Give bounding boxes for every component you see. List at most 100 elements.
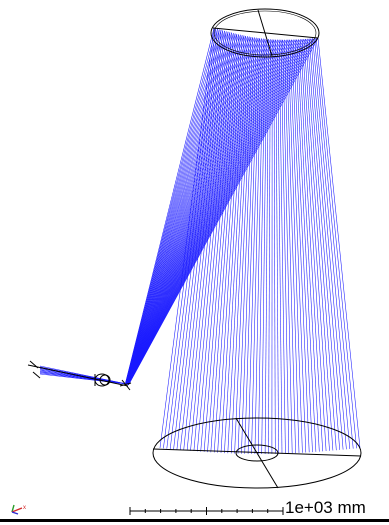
ray (127, 38, 310, 385)
ray (280, 39, 290, 454)
ray (127, 39, 283, 385)
bottom-rule (0, 519, 389, 522)
ray (127, 39, 282, 385)
ray (207, 34, 239, 453)
ray (126, 38, 259, 384)
ray (127, 39, 292, 385)
ray (244, 38, 259, 454)
ray (251, 38, 262, 454)
ray (125, 33, 236, 384)
ray (126, 38, 264, 385)
ray (293, 39, 313, 453)
ray (127, 39, 278, 385)
ray (314, 38, 354, 449)
ray (237, 37, 255, 454)
ray (126, 35, 245, 384)
ray (125, 33, 238, 384)
ray (126, 39, 269, 385)
ray (125, 30, 225, 384)
ray (200, 33, 236, 452)
relay-optics (27, 360, 132, 391)
ray (305, 38, 337, 451)
ray (126, 34, 241, 384)
svg-text:x: x (23, 505, 26, 511)
ray (126, 37, 254, 384)
ray (301, 39, 330, 451)
ray (126, 39, 271, 385)
ray (126, 38, 261, 384)
ray (286, 39, 300, 453)
ray (310, 38, 347, 450)
ray (126, 36, 252, 384)
ray (125, 27, 215, 384)
ray (128, 38, 313, 386)
ray (289, 39, 307, 453)
ray (303, 39, 334, 451)
ray (127, 39, 299, 385)
ray (127, 39, 285, 385)
ray (125, 28, 217, 384)
ray (128, 37, 317, 386)
bottom-base (152, 417, 362, 489)
ray (125, 31, 229, 384)
ray (125, 28, 218, 384)
ray (284, 39, 296, 454)
ray (126, 37, 255, 384)
ray (193, 32, 232, 452)
scale-bar-label: 1e+03 mm (285, 498, 366, 517)
ray (224, 36, 248, 454)
ray (125, 34, 239, 384)
top-mirror (210, 8, 320, 58)
ray (190, 32, 231, 451)
ray (300, 39, 327, 452)
ray (125, 29, 222, 384)
scale-bar (129, 507, 284, 515)
ray (264, 39, 269, 455)
ray (315, 38, 357, 449)
ray (210, 34, 241, 453)
ray (312, 38, 351, 450)
ray (258, 38, 266, 455)
ray (126, 39, 273, 385)
ray (217, 35, 245, 453)
ray (294, 39, 317, 452)
ray (296, 39, 320, 452)
ray (317, 37, 361, 449)
ray (126, 36, 250, 384)
ray (125, 32, 232, 384)
ray (127, 39, 294, 385)
ray (127, 38, 305, 385)
ray (307, 38, 340, 450)
ray (127, 39, 296, 385)
ray (128, 37, 319, 386)
ray (126, 35, 243, 384)
ray (126, 39, 275, 385)
ray (126, 38, 266, 385)
ray (125, 30, 224, 384)
ray (125, 29, 220, 384)
ray (127, 39, 303, 385)
ray (230, 36, 252, 454)
ray (275, 39, 279, 454)
ray-bundle (39, 27, 361, 455)
ray (125, 31, 227, 384)
ray (125, 32, 231, 384)
ray (126, 38, 268, 385)
ray (308, 38, 344, 450)
ray (126, 36, 248, 384)
ray (186, 31, 229, 451)
ray (298, 39, 323, 452)
ray (126, 35, 246, 384)
ray (126, 37, 257, 384)
ray (282, 39, 293, 454)
ray (278, 39, 286, 454)
ray (127, 39, 289, 385)
axis-triad-icon: x (11, 504, 26, 515)
ray (176, 30, 224, 450)
ray (287, 39, 303, 453)
ray (126, 38, 262, 384)
ray (125, 33, 234, 384)
ray (291, 39, 310, 453)
ray (127, 38, 306, 385)
